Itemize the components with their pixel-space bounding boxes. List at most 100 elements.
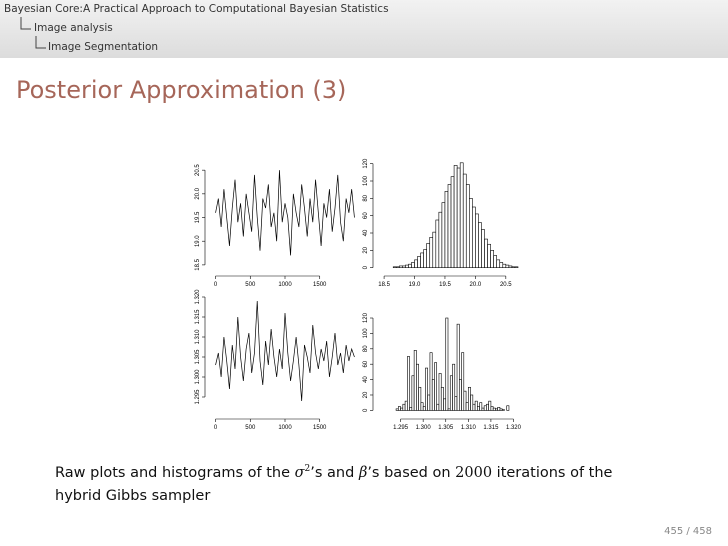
caption-symbol: β	[358, 464, 368, 481]
y-tick-label: 100	[363, 175, 369, 186]
caption-exponent: 2	[304, 464, 311, 474]
histogram-bar	[461, 352, 465, 411]
histogram-bar	[405, 264, 409, 268]
slide-title: Posterior Approximation (3)	[16, 76, 347, 104]
histogram-bar	[492, 407, 496, 411]
caption-text: ’s based on	[367, 464, 456, 481]
y-tick-label: 19.0	[195, 235, 201, 247]
histogram-bar	[398, 406, 401, 411]
histogram-bar	[511, 266, 516, 268]
histogram-bar	[426, 243, 431, 268]
histogram-bar	[456, 323, 460, 411]
y-tick-label: 120	[363, 158, 369, 169]
histogram-bar	[414, 259, 418, 268]
histogram-bar	[470, 394, 474, 411]
x-tick-label: 1.320	[506, 425, 522, 431]
histogram-bar	[440, 386, 444, 411]
histogram-bar	[432, 231, 437, 268]
histogram-bar	[499, 408, 503, 411]
y-tick-label: 19.5	[195, 211, 201, 223]
histogram-bar	[413, 350, 417, 411]
histogram-bar	[407, 356, 410, 411]
histogram-bar	[506, 405, 510, 411]
x-tick-label: 20.5	[500, 282, 512, 288]
histogram-bar	[481, 229, 485, 268]
histogram-bar	[408, 263, 412, 268]
histogram-bar	[477, 406, 480, 411]
histogram-bar	[420, 402, 424, 411]
histogram-bar	[399, 265, 403, 268]
histogram-bar	[465, 184, 470, 268]
x-tick-label: 19.0	[409, 282, 421, 288]
histogram-bar	[459, 162, 464, 268]
y-tick-label: 1.315	[195, 309, 201, 325]
histogram-bar	[400, 407, 404, 411]
histogram-bar	[441, 202, 446, 268]
x-tick-label: 500	[245, 282, 256, 288]
x-tick-label: 1.305	[438, 425, 454, 431]
histogram-bar	[468, 386, 471, 411]
x-tick-label: 1.315	[483, 425, 499, 431]
histogram-bar	[493, 255, 497, 268]
y-tick-label: 1.295	[195, 389, 201, 405]
breadcrumb: Image analysis	[34, 22, 113, 34]
y-tick-label: 60	[363, 212, 369, 219]
histogram-bar	[486, 403, 489, 411]
x-tick-label: 1500	[313, 282, 327, 288]
histogram-bar	[418, 386, 422, 411]
y-tick-label: 1.310	[195, 329, 201, 345]
histogram-bar	[452, 363, 456, 411]
histogram-bar	[431, 379, 435, 411]
y-tick-label: 100	[363, 328, 369, 339]
y-tick-label: 18.5	[195, 258, 201, 270]
caption-text: ’s and	[310, 464, 359, 481]
y-tick-label: 20.0	[195, 187, 201, 199]
histogram-bar	[420, 252, 424, 268]
y-tick-label: 0	[363, 408, 369, 412]
histogram-bar	[501, 409, 505, 411]
histogram-bar	[505, 264, 510, 268]
histogram-bar	[481, 407, 485, 411]
y-tick-label: 80	[363, 194, 369, 201]
y-tick-label: 40	[363, 376, 369, 383]
x-tick-label: 1.310	[461, 425, 477, 431]
x-tick-label: 20.0	[470, 282, 482, 288]
histogram-bar	[472, 403, 476, 411]
y-tick-label: 60	[363, 360, 369, 367]
histogram-bar	[508, 265, 513, 268]
histogram-bar	[465, 402, 469, 411]
histogram-bar	[417, 256, 421, 268]
histogram-bar	[445, 317, 449, 411]
histogram-bar	[447, 184, 452, 268]
caption-text: hybrid Gibbs sampler	[55, 487, 211, 504]
y-tick-label: 80	[363, 345, 369, 352]
x-tick-label: 1.295	[393, 425, 409, 431]
histogram-bar	[472, 206, 476, 268]
trace-line	[215, 170, 355, 256]
histogram-bar	[462, 173, 467, 268]
y-tick-label: 0	[363, 265, 369, 269]
histogram-bar	[436, 403, 440, 411]
histogram-bar	[475, 213, 479, 268]
histogram-bar	[443, 398, 447, 411]
x-tick-label: 1000	[278, 425, 292, 431]
histogram-bar	[487, 243, 491, 268]
breadcrumb: Bayesian Core:A Practical Approach to Co…	[4, 3, 389, 15]
histogram-bar	[416, 363, 419, 411]
histogram-bar	[502, 263, 507, 268]
histogram-bar	[454, 396, 458, 411]
y-tick-label: 120	[363, 312, 369, 323]
histogram-bar	[435, 219, 440, 268]
histogram-bar	[438, 373, 442, 411]
x-tick-label: 0	[214, 425, 218, 431]
caption-number: 2000	[455, 464, 493, 481]
histogram-bar	[463, 390, 467, 411]
histogram-bar	[425, 367, 428, 411]
histogram-bar	[483, 405, 487, 411]
y-tick-label: 1.305	[195, 349, 201, 365]
x-tick-label: 1.300	[416, 425, 432, 431]
histogram-bar	[490, 406, 494, 411]
histogram-bar	[444, 191, 449, 268]
histogram-bar	[429, 237, 434, 268]
